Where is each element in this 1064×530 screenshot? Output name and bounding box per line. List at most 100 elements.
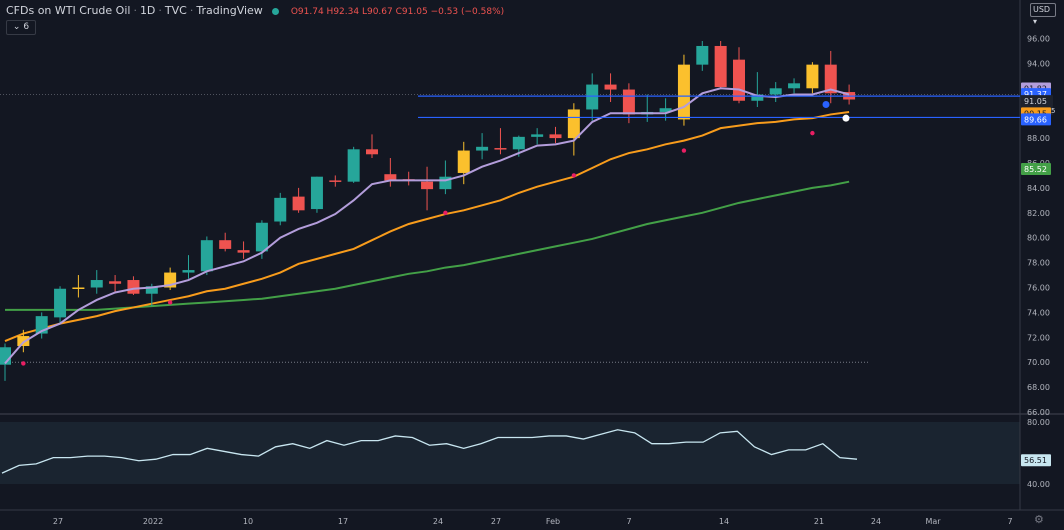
price-tick-label: 72.00 [1027, 333, 1050, 342]
price-tick-label: 88.00 [1027, 134, 1050, 143]
candle-body [237, 250, 250, 253]
candle-body [604, 84, 617, 90]
indicator-count: 6 [23, 22, 30, 32]
source-label: TradingView [196, 4, 263, 17]
signal-dot [443, 210, 448, 215]
candle-body [531, 134, 544, 137]
ma-mid-line [4, 110, 850, 342]
candle-body [310, 176, 323, 210]
gear-icon[interactable]: ⚙ [1034, 513, 1044, 526]
signal-dot [167, 300, 173, 305]
currency-label: USD [1033, 5, 1051, 14]
chevron-down-icon: ⌄ [12, 22, 21, 32]
candle-body [90, 280, 103, 288]
currency-selector[interactable]: USD ▾ [1030, 3, 1056, 26]
signal-dot [21, 361, 26, 366]
candle-body [127, 280, 140, 294]
time-tick-label: 10 [243, 517, 253, 526]
price-tick-label: 70.00 [1027, 358, 1050, 367]
oscillator-band [0, 422, 1020, 484]
price-tick-label: 76.00 [1027, 284, 1050, 293]
time-tick-label: 7 [626, 517, 631, 526]
candle-body [384, 174, 397, 181]
candle-body [824, 64, 837, 94]
price-tick-label: 82.00 [1027, 209, 1050, 218]
time-tick-label: 21 [814, 517, 824, 526]
low-value: 90.67 [366, 7, 393, 17]
candle-body [255, 222, 268, 252]
signal-dot [810, 130, 815, 136]
hline-price-label-text: 89.66 [1024, 115, 1047, 124]
time-tick-label: Feb [546, 517, 560, 526]
candle-body [219, 240, 232, 249]
change-value: −0.53 (−0.58%) [430, 7, 505, 17]
hline-price-label-bg [1021, 113, 1051, 126]
interval-label[interactable]: 1D [139, 4, 156, 17]
candle-body [329, 180, 342, 182]
high-value: 92.34 [333, 7, 360, 17]
candle-body [72, 287, 85, 289]
candles [0, 40, 856, 381]
time-tick-label: 24 [871, 517, 881, 526]
candle-body [567, 109, 580, 139]
candle-body [347, 149, 360, 182]
oscillator-value-label-bg [1021, 454, 1051, 467]
ma-slow-price-label: 85.52 [1021, 162, 1051, 175]
candle-body [494, 148, 507, 150]
price-tick-label: 78.00 [1027, 259, 1050, 268]
candle-body [769, 88, 782, 95]
time-tick-label: 27 [53, 517, 63, 526]
time-tick-label: 24 [433, 517, 443, 526]
time-tick-label: 7 [1007, 517, 1012, 526]
candle-body [714, 45, 727, 88]
price-tick-label: 80.00 [1027, 234, 1050, 243]
candle-body [788, 83, 801, 89]
market-status-icon [272, 7, 280, 15]
time-tick-label: 27 [491, 517, 501, 526]
candle-body [549, 134, 562, 139]
candle-body [677, 64, 690, 120]
price-tick-label: 94.00 [1027, 59, 1050, 68]
ma-fast-line [4, 87, 850, 365]
close-value: 91.05 [401, 7, 428, 17]
alert-icon [822, 100, 830, 108]
oscillator-line [1, 429, 858, 474]
candle-body [622, 89, 635, 115]
candle-body [274, 197, 287, 222]
candle-body [659, 108, 672, 112]
time-tick-label: 14 [719, 517, 729, 526]
time-tick-label: 17 [338, 517, 348, 526]
osc-tick-label: 80.00 [1027, 418, 1050, 427]
price-tick-label: 84.00 [1027, 184, 1050, 193]
candle-body [54, 288, 67, 318]
oscillator-value-label: 56.51 [1021, 454, 1051, 467]
signal-dot [571, 173, 577, 178]
oscillator-value-label-text: 56.51 [1024, 456, 1047, 465]
symbol-title[interactable]: CFDs on WTI Crude Oil [6, 4, 131, 17]
price-tick-label: 74.00 [1027, 308, 1050, 317]
signal-dot [681, 148, 687, 153]
candle-body [421, 181, 434, 190]
price-tick-label: 66.00 [1027, 408, 1050, 417]
candle-body [0, 347, 11, 365]
indicators-toggle[interactable]: ⌄ 6 [6, 20, 36, 35]
price-axis: 96.0094.0092.0090.0088.0086.0084.0082.00… [53, 35, 1050, 527]
chevron-down-icon: ▾ [1033, 17, 1038, 26]
hline-price-label: 89.66 [1021, 113, 1051, 126]
candle-body [182, 270, 195, 273]
candle-body [200, 240, 213, 272]
time-tick-label: Mar [925, 517, 941, 526]
candle-body [366, 149, 378, 155]
ma-slow-price-label-bg [1021, 162, 1051, 175]
candle-body [751, 94, 764, 101]
candle-body [733, 59, 745, 101]
candle-body [292, 196, 305, 211]
candle-body [512, 136, 525, 150]
open-value: 91.74 [297, 7, 324, 17]
candle-body [457, 150, 470, 173]
candle-body [696, 45, 709, 65]
ma-slow-price-label-text: 85.52 [1024, 165, 1047, 174]
price-tick-label: 96.00 [1027, 35, 1050, 44]
candle-body [806, 64, 819, 89]
